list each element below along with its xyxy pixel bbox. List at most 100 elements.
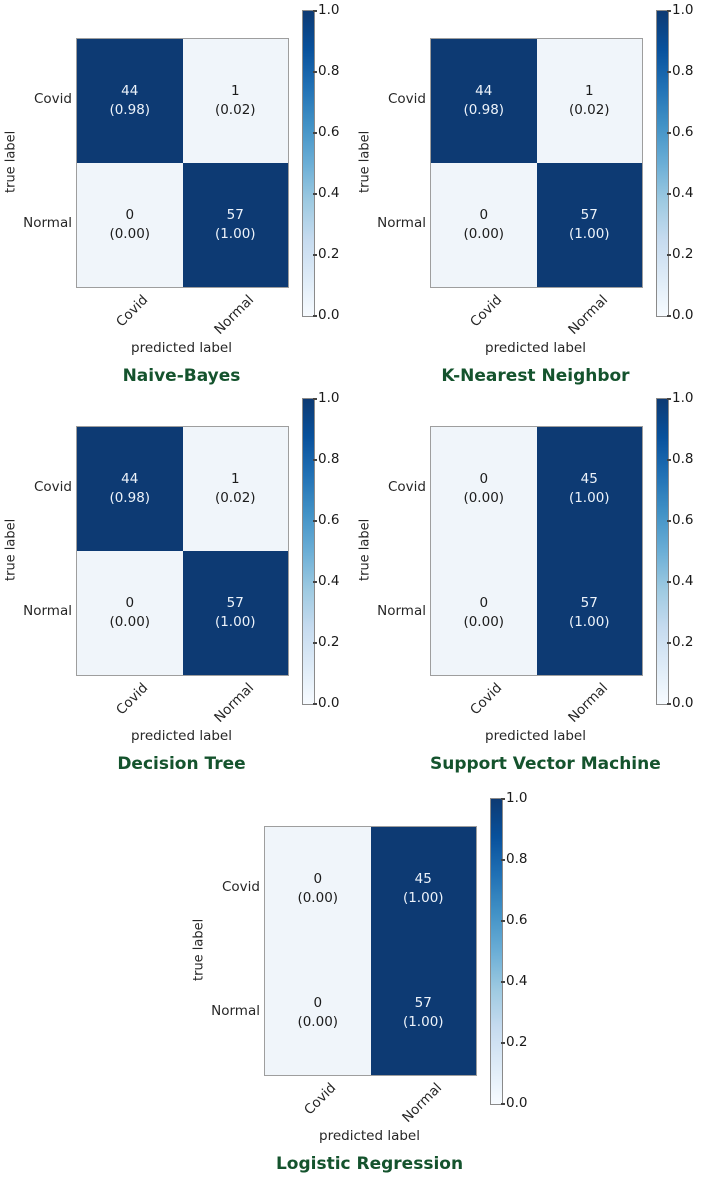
cell-count: 57 [580, 594, 598, 611]
cell-fraction: (0.00) [109, 225, 151, 242]
matrix-cell: 0 (0.00) [265, 827, 371, 951]
x-tick-normal: Normal [565, 292, 612, 338]
heatmap-grid: 44 (0.98) 1 (0.02) 0 (0.00) 57 (1.00) [430, 38, 643, 288]
colorbar-tick: 0.6 [312, 512, 340, 528]
y-tick-normal: Normal [377, 603, 426, 619]
y-tick-normal: Normal [377, 215, 426, 231]
colorbar-tick: 0.4 [666, 573, 694, 589]
colorbar-tick: 0.2 [312, 246, 340, 262]
matrix-cell: 44 (0.98) [77, 39, 183, 163]
colorbar-tick: 0.8 [666, 63, 694, 79]
cell-count: 1 [584, 82, 594, 99]
cell-count: 57 [226, 206, 244, 223]
heatmap-grid: 0 (0.00) 45 (1.00) 0 (0.00) 57 (1.00) [264, 826, 477, 1076]
colorbar-tick: 0.2 [666, 634, 694, 650]
colorbar [656, 10, 669, 317]
matrix-cell: 44 (0.98) [431, 39, 537, 163]
cell-count: 0 [479, 206, 489, 223]
cell-count: 44 [121, 470, 139, 487]
colorbar-tick: 0.0 [312, 695, 340, 711]
colorbar [302, 398, 315, 705]
cell-fraction: (0.98) [109, 101, 151, 118]
y-tick-covid: Covid [34, 91, 72, 107]
cell-fraction: (0.02) [568, 101, 610, 118]
cell-fraction: (0.98) [463, 101, 505, 118]
cell-fraction: (1.00) [402, 1013, 444, 1030]
matrix-cell: 0 (0.00) [431, 551, 537, 675]
cell-count: 0 [313, 870, 323, 887]
cell-count: 1 [230, 470, 240, 487]
cell-count: 44 [121, 82, 139, 99]
matrix-cell: 45 (1.00) [536, 427, 642, 551]
cell-fraction: (0.00) [463, 489, 505, 506]
cell-count: 0 [125, 206, 135, 223]
colorbar-tick: 0.8 [312, 63, 340, 79]
y-axis-label: true label [3, 130, 19, 194]
colorbar-tick: 0.6 [666, 512, 694, 528]
x-axis-label: predicted label [131, 728, 232, 744]
cell-fraction: (0.02) [214, 101, 256, 118]
cell-fraction: (0.00) [297, 1013, 339, 1030]
colorbar-tick: 0.8 [312, 451, 340, 467]
cell-count: 45 [580, 470, 598, 487]
colorbar-tick: 0.4 [312, 573, 340, 589]
y-axis-label: true label [191, 918, 207, 982]
cell-count: 0 [313, 994, 323, 1011]
y-axis-label: true label [357, 518, 373, 582]
cell-fraction: (1.00) [402, 889, 444, 906]
colorbar-tick: 0.0 [666, 307, 694, 323]
colorbar-tick: 0.6 [666, 124, 694, 140]
plot-title: Support Vector Machine [430, 754, 661, 774]
colorbar-tick: 0.4 [312, 185, 340, 201]
y-axis-label: true label [357, 130, 373, 194]
cell-count: 1 [230, 82, 240, 99]
colorbar-tick: 0.0 [312, 307, 340, 323]
x-axis-label: predicted label [131, 340, 232, 356]
cell-count: 0 [125, 594, 135, 611]
matrix-cell: 1 (0.02) [182, 39, 288, 163]
plot-title: K-Nearest Neighbor [441, 366, 630, 386]
colorbar-tick: 1.0 [666, 390, 694, 406]
heatmap-grid: 44 (0.98) 1 (0.02) 0 (0.00) 57 (1.00) [76, 426, 289, 676]
colorbar-tick: 0.6 [312, 124, 340, 140]
matrix-cell: 57 (1.00) [536, 163, 642, 287]
matrix-cell: 44 (0.98) [77, 427, 183, 551]
x-axis-label: predicted label [485, 340, 586, 356]
plot-title: Naive-Bayes [122, 366, 241, 386]
heatmap-grid: 44 (0.98) 1 (0.02) 0 (0.00) 57 (1.00) [76, 38, 289, 288]
confusion-matrix-naive-bayes: true label Covid Normal 44 (0.98) 1 (0.02)… [0, 0, 354, 392]
colorbar [490, 798, 503, 1105]
y-tick-normal: Normal [211, 1003, 260, 1019]
colorbar-tick: 0.8 [500, 851, 528, 867]
cell-fraction: (0.00) [109, 613, 151, 630]
x-tick-covid: Covid [467, 292, 506, 331]
x-tick-covid: Covid [467, 680, 506, 719]
x-axis-label: predicted label [485, 728, 586, 744]
x-tick-normal: Normal [399, 1080, 446, 1126]
cell-fraction: (0.00) [463, 225, 505, 242]
colorbar [302, 10, 315, 317]
matrix-cell: 57 (1.00) [182, 551, 288, 675]
matrix-cell: 0 (0.00) [265, 951, 371, 1075]
matrix-cell: 0 (0.00) [77, 551, 183, 675]
x-tick-covid: Covid [301, 1080, 340, 1119]
y-tick-covid: Covid [388, 479, 426, 495]
cell-fraction: (0.98) [109, 489, 151, 506]
x-tick-normal: Normal [211, 292, 258, 338]
y-axis-label: true label [3, 518, 19, 582]
colorbar-tick: 0.8 [666, 451, 694, 467]
x-tick-covid: Covid [113, 292, 152, 331]
cell-count: 57 [226, 594, 244, 611]
y-tick-covid: Covid [388, 91, 426, 107]
cell-count: 57 [414, 994, 432, 1011]
colorbar-tick: 1.0 [666, 2, 694, 18]
colorbar-tick: 0.6 [500, 912, 528, 928]
colorbar-tick: 0.2 [666, 246, 694, 262]
colorbar [656, 398, 669, 705]
cell-count: 57 [580, 206, 598, 223]
cell-fraction: (0.02) [214, 489, 256, 506]
confusion-matrix-decision-tree: true label Covid Normal 44 (0.98) 1 (0.02)… [0, 388, 354, 780]
matrix-cell: 1 (0.02) [182, 427, 288, 551]
confusion-matrix-logistic-regression: true label Covid Normal 0 (0.00) 45 (1.00)… [188, 788, 542, 1177]
